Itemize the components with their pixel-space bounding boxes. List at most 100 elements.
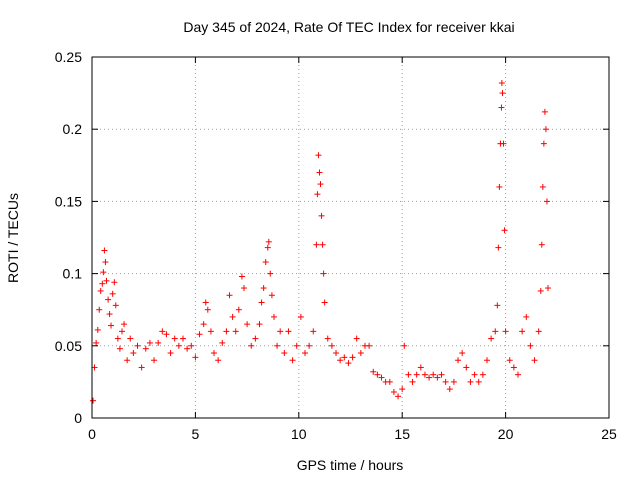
- data-point: [434, 374, 441, 381]
- data-point: [215, 357, 222, 364]
- data-point: [101, 247, 108, 254]
- data-point: [399, 386, 406, 393]
- data-point: [535, 328, 542, 335]
- data-point: [390, 389, 397, 396]
- data-point: [523, 313, 530, 320]
- data-point: [155, 339, 162, 346]
- data-point: [116, 345, 123, 352]
- data-point: [438, 371, 445, 378]
- data-point: [539, 183, 546, 190]
- data-point: [496, 183, 503, 190]
- data-point: [184, 345, 191, 352]
- data-point: [401, 342, 408, 349]
- data-point: [541, 108, 548, 115]
- data-point: [270, 313, 277, 320]
- data-point: [395, 393, 402, 400]
- y-tick-label: 0.05: [55, 338, 82, 354]
- data-point: [543, 198, 550, 205]
- data-point: [405, 371, 412, 378]
- data-point: [366, 342, 373, 349]
- data-point: [345, 360, 352, 367]
- chart-title: Day 345 of 2024, Rate Of TEC Index for r…: [183, 19, 514, 35]
- data-point: [130, 350, 137, 357]
- data-point: [467, 378, 474, 385]
- data-point: [232, 328, 239, 335]
- data-point: [492, 328, 499, 335]
- data-point: [321, 299, 328, 306]
- data-point: [103, 277, 110, 284]
- data-point: [244, 321, 251, 328]
- data-point: [450, 378, 457, 385]
- x-axis-label: GPS time / hours: [297, 457, 404, 473]
- data-point: [114, 335, 121, 342]
- data-point: [229, 313, 236, 320]
- grid-lines: [92, 57, 609, 418]
- data-point: [96, 306, 103, 313]
- data-point: [265, 238, 272, 245]
- data-point: [196, 331, 203, 338]
- data-point: [413, 371, 420, 378]
- data-point: [200, 321, 207, 328]
- data-point: [302, 350, 309, 357]
- data-point: [310, 328, 317, 335]
- data-point: [538, 241, 545, 248]
- x-tick-label: 25: [601, 426, 617, 442]
- data-point: [510, 364, 517, 371]
- data-point: [256, 321, 263, 328]
- data-point: [159, 328, 166, 335]
- data-point: [455, 357, 462, 364]
- data-point: [285, 328, 292, 335]
- data-point: [488, 335, 495, 342]
- data-point: [378, 374, 385, 381]
- data-point: [446, 386, 453, 393]
- data-point: [537, 287, 544, 294]
- data-point: [501, 227, 508, 234]
- data-point: [306, 342, 313, 349]
- data-point: [260, 285, 267, 292]
- data-point: [97, 287, 104, 294]
- data-point: [320, 270, 327, 277]
- y-tick-label: 0.1: [63, 266, 83, 282]
- y-tick-labels: 0 0.05 0.1 0.15 0.2 0.25: [55, 49, 82, 426]
- data-point: [319, 241, 326, 248]
- data-point: [258, 299, 265, 306]
- data-point: [109, 290, 116, 297]
- data-point: [313, 241, 320, 248]
- data-point: [515, 371, 522, 378]
- data-point: [207, 328, 214, 335]
- x-tick-label: 15: [394, 426, 410, 442]
- data-point: [163, 331, 170, 338]
- x-tick-label: 10: [291, 426, 307, 442]
- data-point: [328, 342, 335, 349]
- data-point: [544, 285, 551, 292]
- data-point: [479, 371, 486, 378]
- data-point: [124, 357, 131, 364]
- data-point: [226, 292, 233, 299]
- data-point: [264, 244, 271, 251]
- data-point: [374, 371, 381, 378]
- data-point: [138, 364, 145, 371]
- data-point: [495, 244, 502, 251]
- data-point: [134, 342, 141, 349]
- data-point: [277, 328, 284, 335]
- data-point: [112, 302, 119, 309]
- data-point: [315, 152, 322, 159]
- data-point: [333, 350, 340, 357]
- data-point: [421, 371, 428, 378]
- data-point: [105, 296, 112, 303]
- y-tick-label: 0: [74, 410, 82, 426]
- data-point: [324, 335, 331, 342]
- data-point: [94, 326, 101, 333]
- data-point: [386, 378, 393, 385]
- data-point: [519, 328, 526, 335]
- y-axis-label: ROTI / TECUs: [5, 193, 21, 283]
- data-point: [188, 342, 195, 349]
- data-point: [502, 328, 509, 335]
- data-point: [204, 306, 211, 313]
- data-point: [531, 357, 538, 364]
- data-point: [235, 306, 242, 313]
- data-point: [349, 354, 356, 361]
- data-point: [281, 350, 288, 357]
- data-point: [240, 285, 247, 292]
- x-tick-label: 20: [498, 426, 514, 442]
